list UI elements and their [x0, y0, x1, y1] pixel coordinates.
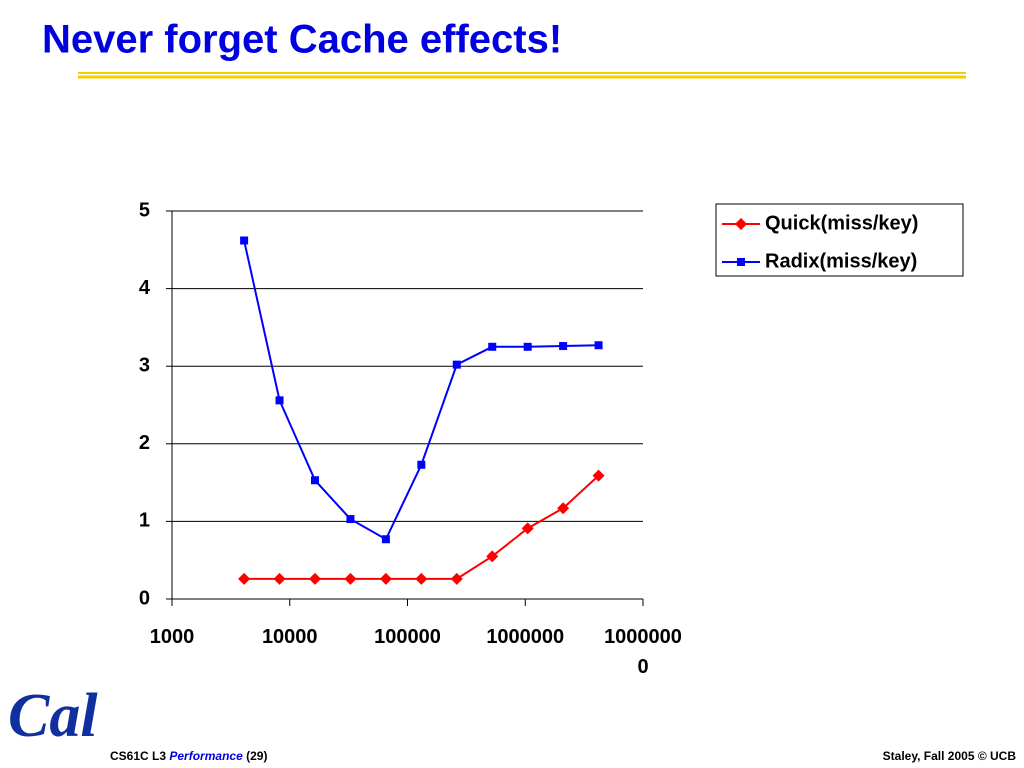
data-point: [592, 469, 605, 482]
topic: Performance: [169, 749, 243, 763]
data-point: [488, 342, 497, 351]
data-point: [346, 515, 355, 524]
data-point: [521, 522, 534, 535]
data-point: [486, 550, 499, 563]
legend-box: [715, 203, 964, 277]
legend-label: Quick(miss/key): [765, 212, 918, 234]
page-number: (29): [246, 749, 267, 763]
slide-title: Never forget Cache effects!: [42, 18, 562, 62]
data-point: [238, 572, 251, 585]
data-point: [594, 341, 603, 350]
data-point: [310, 476, 319, 485]
y-tick-label: 2: [139, 432, 150, 454]
legend-marker: [737, 258, 745, 266]
y-tick-label: 3: [139, 354, 150, 376]
legend-marker: [735, 218, 747, 230]
x-tick-label: 100000: [374, 626, 441, 648]
y-tick-label: 5: [139, 199, 150, 221]
footer-credit: Staley, Fall 2005 © UCB: [883, 749, 1017, 763]
x-tick-label: 10000: [261, 626, 318, 648]
data-point: [275, 396, 284, 405]
logo: Cal: [8, 682, 98, 750]
data-point: [415, 572, 428, 585]
data-point: [308, 572, 321, 585]
x-tick-label: 10000000: [604, 626, 682, 678]
data-point: [240, 236, 249, 245]
y-tick-label: 0: [139, 587, 150, 609]
data-point: [557, 502, 570, 515]
y-tick-label: 4: [139, 277, 151, 299]
data-point: [381, 535, 390, 544]
data-point: [450, 572, 463, 585]
legend-label: Radix(miss/key): [765, 250, 917, 272]
footer-left: CS61C L3 Performance (29): [110, 749, 267, 763]
series-line: [243, 240, 599, 541]
data-point: [379, 572, 392, 585]
y-tick-label: 1: [139, 510, 150, 532]
data-point: [452, 360, 461, 369]
data-point: [559, 342, 568, 351]
data-point: [523, 342, 532, 351]
course: CS61C L3: [110, 749, 166, 763]
x-tick-label: 1000: [149, 626, 195, 648]
data-point: [273, 572, 286, 585]
data-point: [417, 460, 426, 469]
data-point: [344, 572, 357, 585]
series-line: [244, 474, 600, 580]
x-tick-label: 1000000: [486, 626, 565, 648]
